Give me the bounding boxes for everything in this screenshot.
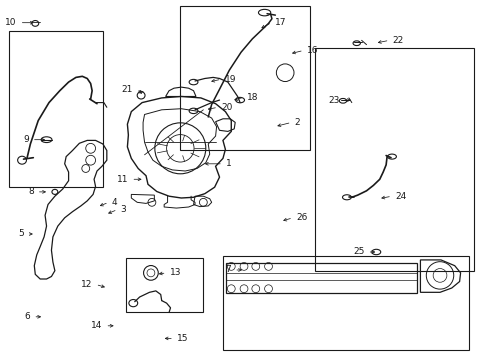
Text: 23: 23 bbox=[329, 96, 340, 105]
Text: 22: 22 bbox=[392, 36, 404, 45]
Text: 20: 20 bbox=[221, 103, 232, 112]
Text: 4: 4 bbox=[112, 198, 118, 207]
Text: 9: 9 bbox=[23, 135, 29, 144]
Text: 11: 11 bbox=[117, 175, 128, 184]
Bar bbox=[180, 6, 310, 150]
Text: 19: 19 bbox=[224, 75, 236, 84]
Text: 2: 2 bbox=[294, 118, 300, 127]
Text: 12: 12 bbox=[81, 280, 93, 289]
Text: 26: 26 bbox=[296, 213, 307, 222]
Bar bbox=[9, 31, 103, 187]
Text: 7: 7 bbox=[225, 266, 231, 274]
Text: 8: 8 bbox=[28, 188, 34, 197]
Text: 15: 15 bbox=[177, 334, 189, 343]
Text: 25: 25 bbox=[353, 247, 365, 256]
Text: 3: 3 bbox=[121, 205, 126, 214]
Text: 24: 24 bbox=[395, 192, 406, 201]
Text: 17: 17 bbox=[275, 18, 287, 27]
Text: 14: 14 bbox=[91, 321, 102, 330]
Text: 21: 21 bbox=[122, 85, 133, 94]
Text: 1: 1 bbox=[226, 159, 232, 168]
Text: 18: 18 bbox=[247, 93, 259, 102]
Text: 10: 10 bbox=[5, 18, 17, 27]
Bar bbox=[223, 256, 469, 350]
Bar bbox=[126, 258, 203, 312]
Bar bbox=[315, 48, 474, 271]
Text: 16: 16 bbox=[307, 46, 318, 55]
Text: 6: 6 bbox=[24, 312, 30, 321]
Text: 13: 13 bbox=[170, 269, 181, 277]
Text: 5: 5 bbox=[18, 230, 24, 238]
